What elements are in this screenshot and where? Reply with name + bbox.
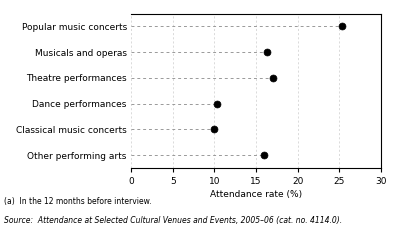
Text: Source:  Attendance at Selected Cultural Venues and Events, 2005–06 (cat. no. 41: Source: Attendance at Selected Cultural …: [4, 216, 342, 225]
Text: (a)  In the 12 months before interview.: (a) In the 12 months before interview.: [4, 197, 152, 207]
X-axis label: Attendance rate (%): Attendance rate (%): [210, 190, 302, 199]
